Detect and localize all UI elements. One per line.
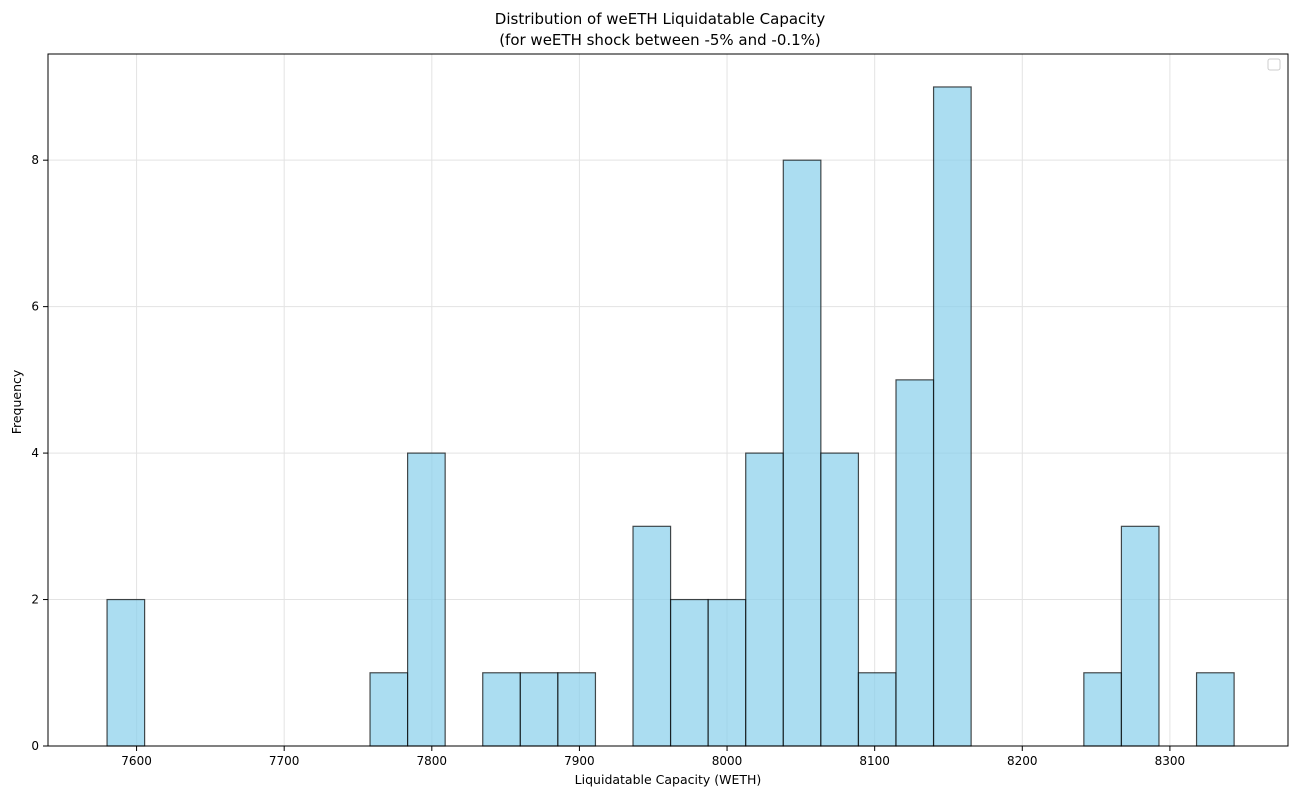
histogram-bar [820, 452, 860, 747]
x-tick-label: 7700 [269, 754, 300, 768]
y-tick-label: 6 [31, 300, 39, 314]
x-tick-label: 7900 [564, 754, 595, 768]
histogram-bar [519, 672, 559, 747]
y-tick-label: 4 [31, 446, 39, 460]
histogram-bar [369, 672, 409, 747]
chart-subtitle: (for weETH shock between -5% and -0.1%) [499, 31, 821, 49]
histogram-bar [857, 672, 897, 747]
y-tick-label: 0 [31, 739, 39, 753]
histogram-bar [557, 672, 597, 747]
y-tick-label: 2 [31, 593, 39, 607]
histogram-bar [1195, 672, 1235, 747]
histogram-bar [707, 598, 747, 747]
x-tick-label: 7600 [121, 754, 152, 768]
x-tick-label: 8100 [859, 754, 890, 768]
y-axis-label: Frequency [9, 369, 24, 434]
histogram-bar [1120, 525, 1160, 747]
histogram-bar [895, 379, 935, 747]
x-tick-label: 7800 [417, 754, 448, 768]
histogram-bar [745, 452, 784, 747]
y-axis-ticks: 0 2 4 6 8 [31, 153, 48, 753]
histogram-bar [669, 598, 709, 747]
histogram-bar [632, 525, 672, 747]
x-tick-label: 8200 [1007, 754, 1038, 768]
histogram-bar [1083, 672, 1123, 747]
histogram-bar [482, 672, 521, 747]
x-tick-label: 8300 [1155, 754, 1186, 768]
x-tick-label: 8000 [712, 754, 743, 768]
y-tick-label: 8 [31, 153, 39, 167]
histogram-bar [932, 86, 972, 747]
bars [106, 86, 1235, 747]
histogram-bar [407, 452, 446, 747]
chart-title: Distribution of weETH Liquidatable Capac… [495, 10, 826, 28]
histogram-bar [106, 598, 146, 747]
x-axis-ticks: 7600 7700 7800 7900 8000 8100 8200 8300 [121, 746, 1185, 768]
x-axis-label: Liquidatable Capacity (WETH) [575, 772, 762, 787]
plot-frame [47, 53, 1289, 747]
histogram-bar [782, 159, 822, 747]
legend-box [1267, 58, 1281, 71]
